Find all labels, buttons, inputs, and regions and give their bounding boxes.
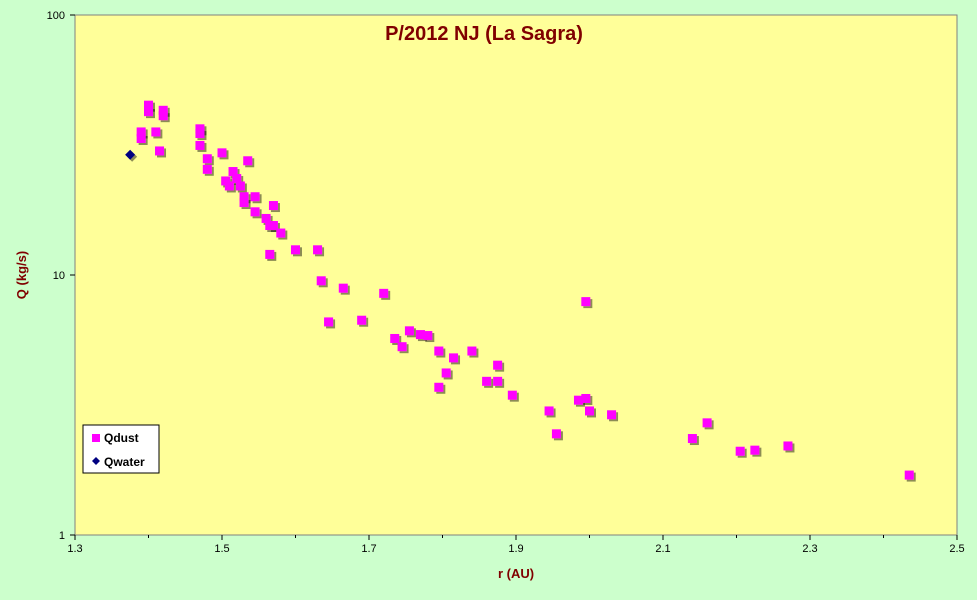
qdust-point: [291, 245, 300, 255]
qdust-point: [397, 342, 407, 352]
qdust-point: [607, 410, 617, 420]
x-tick-label: 2.3: [802, 543, 817, 555]
qdust-point: [493, 360, 503, 370]
qdust-point: [250, 192, 260, 202]
qdust-point: [415, 330, 425, 340]
qdust-point: [261, 213, 271, 223]
qdust-point: [228, 167, 238, 177]
qdust-point: [379, 288, 389, 298]
x-tick-label: 2.5: [949, 543, 964, 555]
qdust-point: [423, 331, 433, 341]
qdust-point: [243, 156, 253, 166]
y-tick-label: 10: [53, 270, 65, 282]
qdust-point: [783, 441, 793, 451]
x-axis-label: r (AU): [498, 566, 534, 581]
qdust-point: [904, 470, 914, 480]
qdust-point: [144, 107, 153, 117]
qdust-point: [702, 418, 712, 428]
qdust-point: [313, 245, 323, 255]
qdust-point: [217, 148, 227, 158]
qdust-point: [581, 297, 591, 307]
qdust-point: [155, 146, 165, 156]
qdust-point: [493, 376, 503, 386]
qdust-point: [239, 192, 249, 202]
y-axis-label: Q (kg/s): [14, 251, 29, 299]
qdust-point: [544, 406, 554, 416]
qdust-point: [224, 181, 234, 191]
qdust-point: [158, 105, 168, 115]
legend-box: [82, 424, 160, 474]
chart-title: P/2012 NJ (La Sagra): [385, 23, 583, 45]
x-tick-label: 2.1: [655, 543, 670, 555]
y-tick-label: 1: [59, 530, 65, 542]
qdust-point: [221, 176, 231, 186]
qdust-point: [573, 395, 583, 405]
qdust-point: [390, 333, 400, 343]
qdust-point: [404, 326, 414, 336]
qdust-point: [202, 164, 212, 174]
qdust-point: [581, 393, 591, 403]
qdust-point: [239, 198, 249, 208]
qdust-point: [144, 100, 153, 110]
qdust-point: [735, 446, 745, 456]
qdust-point: [232, 174, 242, 184]
qdust-point: [202, 154, 212, 164]
x-tick-label: 1.3: [67, 543, 82, 555]
x-tick-label: 1.5: [214, 543, 229, 555]
qdust-point: [441, 368, 451, 378]
legend-label-qwater: Qwater: [104, 455, 145, 469]
qdust-point: [235, 181, 245, 191]
qdust-point: [324, 317, 334, 327]
x-tick-label: 1.7: [361, 543, 376, 555]
qdust-point: [158, 111, 168, 121]
qdust-point: [195, 140, 205, 150]
qdust-point: [268, 201, 278, 211]
qdust-point: [551, 429, 561, 439]
qdust-point: [482, 376, 492, 386]
qdust-point: [268, 221, 278, 231]
qdust-point: [276, 228, 286, 238]
qdust-point: [434, 346, 444, 356]
qdust-point: [151, 127, 161, 137]
qdust-point: [687, 434, 697, 444]
qdust-point: [195, 129, 205, 139]
qdust-point: [357, 315, 367, 325]
qdust-point: [750, 445, 760, 455]
qdust-point: [585, 406, 594, 416]
qdust-point: [507, 390, 517, 400]
qdust-point: [136, 127, 146, 137]
qdust-point: [250, 207, 260, 217]
qdust-point: [265, 249, 275, 259]
qdust-point: [434, 382, 444, 392]
legend-label-qdust: Qdust: [104, 431, 139, 445]
plot-area: [74, 14, 958, 536]
qwater-point: [125, 149, 136, 160]
qdust-point: [316, 276, 326, 286]
qdust-point: [338, 283, 348, 293]
qdust-point: [195, 124, 205, 134]
qdust-point: [467, 346, 477, 356]
x-tick-label: 1.9: [508, 543, 523, 555]
legend-marker-qwater: [92, 457, 100, 465]
qdust-point: [136, 133, 146, 143]
qdust-point: [449, 353, 459, 363]
legend: Qdust Qwater: [82, 424, 160, 474]
y-tick-label: 100: [47, 10, 65, 22]
legend-marker-qdust: [92, 434, 100, 442]
